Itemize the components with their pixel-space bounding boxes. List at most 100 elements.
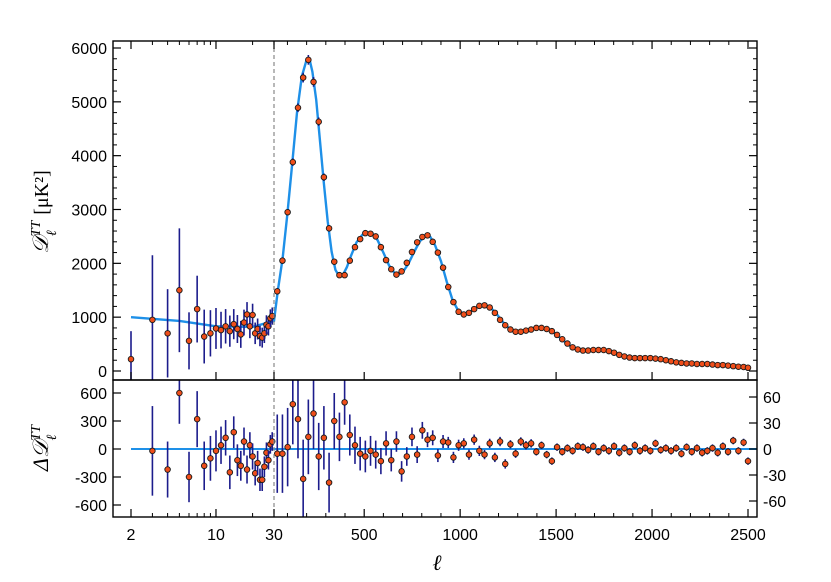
residual-high-ell-point [714, 449, 721, 456]
residual-low-ell-point [243, 466, 251, 473]
residual-high-ell-point [403, 453, 411, 460]
residual-high-ell-point [362, 453, 369, 460]
bottom-y-tick-label-right: 60 [763, 390, 781, 407]
residual-high-ell-point [662, 444, 670, 452]
high-ell-point [584, 347, 592, 354]
residual-high-ell-point [579, 443, 587, 451]
top-ylabel-main: 𝒟 [28, 232, 53, 254]
high-ell-point [362, 229, 369, 237]
high-ell-point [548, 327, 556, 335]
residual-high-ell-point [719, 442, 727, 450]
residual-high-ell-point [346, 431, 354, 439]
residual-high-ell-point [398, 468, 405, 475]
residual-high-ell-point [533, 448, 540, 456]
low-ell-point [237, 331, 245, 338]
bottom-y-tick-label-right: 0 [763, 442, 772, 459]
residual-high-ell-point [331, 417, 338, 425]
residual-high-ell-point [693, 444, 701, 452]
residual-high-ell-point [325, 479, 333, 486]
low-ell-point [149, 316, 156, 324]
residual-high-ell-point [512, 450, 519, 457]
low-ell-point [185, 337, 193, 345]
x-tick-label: 10 [207, 527, 225, 544]
top-ylabel-sub: ℓ [45, 230, 60, 236]
residual-high-ell-point [279, 450, 286, 457]
top-ylabel-sup: TT [29, 220, 44, 237]
residual-low-ell-point [265, 456, 272, 464]
high-ell-point [486, 304, 493, 311]
residual-high-ell-point [356, 450, 364, 457]
residual-high-ell-point [621, 444, 628, 452]
low-ell-point [207, 330, 214, 337]
residual-low-ell-point [176, 389, 183, 397]
residual-high-ell-point [419, 427, 426, 434]
residual-high-ell-point [709, 444, 716, 452]
tick-marks [113, 41, 757, 517]
bottom-y-tick-label-left: 300 [80, 414, 107, 431]
residual-high-ell-point [408, 433, 416, 441]
high-ell-point [522, 327, 530, 334]
high-ell-point [678, 359, 685, 367]
residual-high-ell-point [507, 441, 514, 448]
residual-low-ell-point [249, 453, 256, 460]
top-y-tick-label: 5000 [71, 95, 107, 112]
high-ell-point [564, 340, 571, 347]
high-ell-point [719, 361, 727, 369]
x-tick-label: 500 [351, 527, 378, 544]
high-ell-point [367, 230, 374, 237]
residual-low-ell-point [212, 447, 220, 455]
high-ell-point [274, 288, 281, 295]
low-ell-point [240, 319, 248, 326]
tick-labels: 01000200030004000500060006003000-300-600… [71, 41, 786, 544]
residual-high-ell-point [367, 447, 374, 455]
top-panel-plot-area [127, 54, 752, 380]
residual-low-ell-point [193, 415, 201, 423]
high-ell-point [672, 359, 680, 366]
high-ell-point [517, 328, 525, 335]
residual-high-ell-point [481, 451, 488, 458]
high-ell-point [289, 158, 297, 166]
high-ell-point [315, 118, 322, 126]
residual-low-ell-point [164, 466, 171, 473]
high-ell-point [372, 233, 379, 240]
residual-high-ell-point [538, 442, 545, 449]
bottom-ylabel-sup: TT [29, 424, 44, 441]
residual-high-ell-point [470, 436, 478, 443]
bottom-y-tick-label-left: -300 [75, 470, 107, 487]
low-ell-point [222, 323, 229, 330]
residual-high-ell-point [491, 454, 499, 461]
high-ell-point [408, 248, 416, 256]
high-ell-point [299, 74, 307, 81]
high-ell-point [444, 283, 452, 291]
high-ell-point [294, 104, 302, 112]
high-ell-point [724, 362, 732, 369]
bottom-ylabel-sub: ℓ [45, 434, 60, 440]
residual-high-ell-point [683, 443, 690, 451]
top-y-tick-label: 2000 [71, 256, 107, 273]
x-tick-label: 2500 [730, 527, 766, 544]
low-ell-point [234, 325, 241, 333]
high-ell-point [476, 302, 483, 310]
residual-high-ell-point [553, 443, 561, 451]
residual-low-ell-point [240, 438, 248, 445]
axes-frames [112, 40, 758, 518]
residual-high-ell-point [377, 457, 385, 465]
residual-high-ell-point [444, 439, 452, 446]
residual-high-ell-point [496, 438, 504, 445]
low-ell-point [226, 327, 234, 335]
low-ell-point [193, 305, 201, 313]
residual-high-ell-point [605, 447, 613, 455]
residual-low-ell-point [222, 434, 229, 442]
residual-high-ell-point [434, 452, 442, 459]
residual-high-ell-point [320, 434, 328, 442]
residual-high-ell-point [740, 439, 747, 446]
high-ell-point [439, 264, 447, 271]
residual-high-ell-point [284, 443, 291, 451]
bottom-y-tick-label-left: 0 [98, 442, 107, 459]
bottom-panel-plot-area [131, 380, 757, 517]
residual-high-ell-point [393, 438, 400, 445]
top-y-tick-label: 3000 [71, 203, 107, 220]
high-ell-point [455, 308, 462, 316]
high-ell-point [284, 208, 291, 216]
bottom-y-tick-label-right: -60 [763, 494, 786, 511]
